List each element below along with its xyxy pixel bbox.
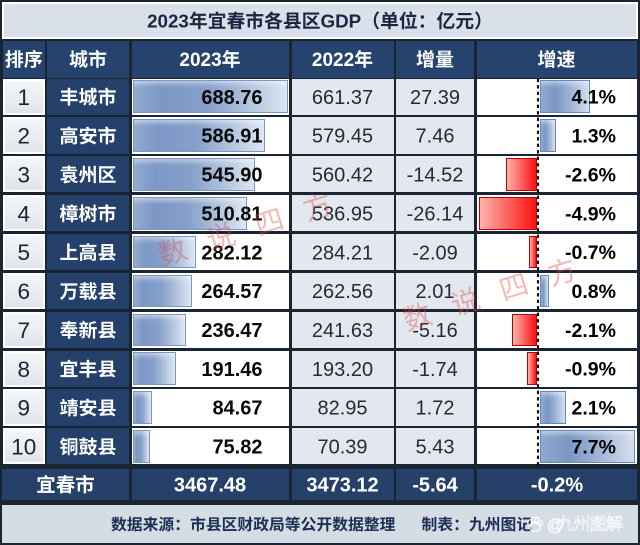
svg-text:9: 9: [18, 396, 31, 421]
svg-text:8: 8: [18, 357, 31, 382]
svg-text:-0.2%: -0.2%: [531, 475, 583, 497]
svg-text:-26.14: -26.14: [407, 203, 464, 225]
svg-text:1.72: 1.72: [416, 398, 455, 420]
svg-text:5.43: 5.43: [416, 437, 455, 459]
svg-text:-0.9%: -0.9%: [565, 359, 616, 381]
svg-text:284.21: 284.21: [312, 242, 373, 264]
svg-text:-1.74: -1.74: [412, 359, 458, 381]
svg-text:661.37: 661.37: [312, 87, 373, 109]
svg-text:510.81: 510.81: [201, 203, 262, 225]
svg-text:545.90: 545.90: [201, 165, 262, 187]
svg-text:3467.48: 3467.48: [174, 475, 246, 497]
svg-text:-2.09: -2.09: [412, 242, 458, 264]
svg-text:70.39: 70.39: [317, 437, 367, 459]
svg-text:-5.64: -5.64: [412, 475, 458, 497]
svg-text:GDP: GDP: [321, 11, 362, 32]
svg-text:75.82: 75.82: [212, 437, 262, 459]
svg-text:7.7%: 7.7%: [572, 436, 616, 458]
svg-text:236.47: 236.47: [201, 320, 262, 342]
svg-text:2023: 2023: [147, 11, 189, 32]
svg-text:586.91: 586.91: [201, 126, 262, 148]
svg-text:688.76: 688.76: [201, 87, 262, 109]
svg-text:-5.16: -5.16: [412, 320, 458, 342]
svg-text:84.67: 84.67: [212, 398, 262, 420]
svg-text:241.63: 241.63: [312, 320, 373, 342]
svg-text:4: 4: [18, 201, 31, 226]
svg-text:5: 5: [18, 240, 31, 265]
svg-text:7.46: 7.46: [416, 126, 455, 148]
svg-text:@: @: [547, 515, 564, 534]
svg-text:-0.7%: -0.7%: [565, 242, 616, 264]
svg-text:1: 1: [18, 85, 31, 110]
svg-text:-2.6%: -2.6%: [565, 164, 616, 186]
svg-text:2.1%: 2.1%: [572, 398, 616, 420]
svg-text:264.57: 264.57: [201, 281, 262, 303]
svg-text:1.3%: 1.3%: [572, 126, 616, 148]
svg-text:4.1%: 4.1%: [572, 87, 616, 109]
svg-text:262.56: 262.56: [312, 281, 373, 303]
svg-text:-2.1%: -2.1%: [565, 320, 616, 342]
svg-text:82.95: 82.95: [317, 398, 367, 420]
svg-text:10: 10: [11, 435, 36, 460]
svg-text:536.95: 536.95: [312, 203, 373, 225]
svg-text:-4.9%: -4.9%: [565, 203, 616, 225]
svg-text:3473.12: 3473.12: [306, 475, 378, 497]
svg-text:6: 6: [18, 279, 31, 304]
svg-text:2023: 2023: [179, 50, 221, 71]
svg-text:27.39: 27.39: [410, 87, 460, 109]
svg-text:0.8%: 0.8%: [572, 281, 616, 303]
svg-text:3: 3: [18, 163, 31, 188]
svg-text:2: 2: [18, 124, 31, 149]
svg-text:193.20: 193.20: [312, 359, 373, 381]
svg-text:2022: 2022: [312, 50, 354, 71]
svg-text:579.45: 579.45: [312, 126, 373, 148]
svg-text:560.42: 560.42: [312, 165, 373, 187]
svg-text:-14.52: -14.52: [407, 165, 464, 187]
svg-text:191.46: 191.46: [201, 359, 262, 381]
svg-text:2.01: 2.01: [416, 281, 455, 303]
svg-text:7: 7: [18, 318, 31, 343]
